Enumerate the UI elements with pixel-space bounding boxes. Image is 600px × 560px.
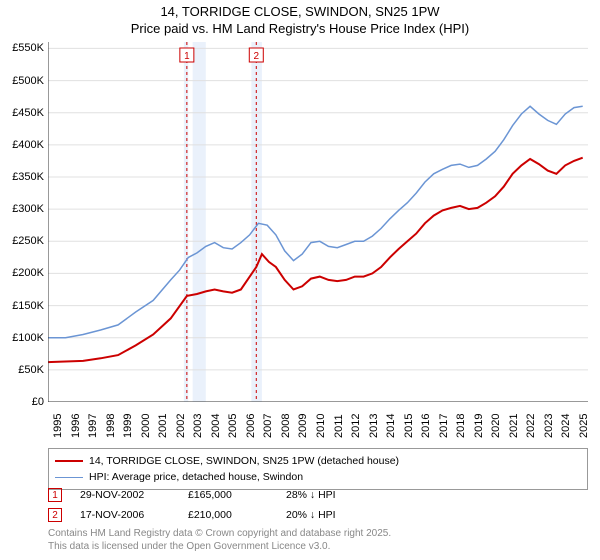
y-tick-label: £150K <box>12 300 44 312</box>
series-line <box>48 158 583 362</box>
title-line-1: 14, TORRIDGE CLOSE, SWINDON, SN25 1PW <box>160 4 439 19</box>
x-tick-label: 2008 <box>280 414 292 438</box>
x-axis-labels: 1995 1996 1997 1998 1999 2000 2001 2002 2003 2004… <box>48 404 588 444</box>
footer-line-2: This data is licensed under the Open Gov… <box>48 541 330 552</box>
x-tick-label: 2014 <box>385 414 397 438</box>
y-tick-label: £550K <box>12 42 44 54</box>
legend-item: HPI: Average price, detached house, Swin… <box>55 469 581 485</box>
x-tick-label: 2018 <box>455 414 467 438</box>
footer-attribution: Contains HM Land Registry data © Crown c… <box>48 528 588 553</box>
y-tick-label: £0 <box>32 396 44 408</box>
x-tick-label: 1995 <box>52 414 64 438</box>
x-tick-label: 1999 <box>122 414 134 438</box>
event-band <box>184 42 188 402</box>
y-tick-label: £200K <box>12 267 44 279</box>
y-tick-label: £250K <box>12 235 44 247</box>
sale-date: 17-NOV-2006 <box>80 509 170 521</box>
x-tick-label: 2020 <box>490 414 502 438</box>
x-tick-label: 2003 <box>192 414 204 438</box>
y-tick-label: £300K <box>12 203 44 215</box>
event-band <box>193 42 206 402</box>
sale-row: 1 29-NOV-2002 £165,000 28% ↓ HPI <box>48 486 588 504</box>
x-tick-label: 2007 <box>262 414 274 438</box>
y-tick-label: £350K <box>12 171 44 183</box>
chart-svg: 12 <box>48 42 588 402</box>
x-tick-label: 2013 <box>368 414 380 438</box>
x-tick-label: 2019 <box>473 414 485 438</box>
legend-label: HPI: Average price, detached house, Swin… <box>89 471 303 483</box>
x-tick-label: 2004 <box>210 414 222 438</box>
x-tick-label: 2012 <box>350 414 362 438</box>
legend-swatch <box>55 460 83 462</box>
title-line-2: Price paid vs. HM Land Registry's House … <box>131 21 469 36</box>
legend-label: 14, TORRIDGE CLOSE, SWINDON, SN25 1PW (d… <box>89 455 399 467</box>
y-tick-label: £450K <box>12 107 44 119</box>
x-tick-label: 2023 <box>543 414 555 438</box>
sale-row: 2 17-NOV-2006 £210,000 20% ↓ HPI <box>48 506 588 524</box>
x-tick-label: 2016 <box>420 414 432 438</box>
legend-swatch <box>55 477 83 478</box>
x-tick-label: 2024 <box>560 414 572 438</box>
x-tick-label: 2010 <box>315 414 327 438</box>
sale-marker-label: 1 <box>184 51 190 62</box>
sale-price: £165,000 <box>188 489 268 501</box>
y-tick-label: £50K <box>18 364 44 376</box>
legend-item: 14, TORRIDGE CLOSE, SWINDON, SN25 1PW (d… <box>55 453 581 469</box>
chart-container: 14, TORRIDGE CLOSE, SWINDON, SN25 1PW Pr… <box>0 0 600 560</box>
x-tick-label: 2005 <box>227 414 239 438</box>
x-tick-label: 1998 <box>105 414 117 438</box>
x-tick-label: 2011 <box>333 414 345 438</box>
legend-box: 14, TORRIDGE CLOSE, SWINDON, SN25 1PW (d… <box>48 448 588 490</box>
x-tick-label: 2001 <box>157 414 169 438</box>
y-tick-label: £100K <box>12 332 44 344</box>
x-tick-label: 2015 <box>403 414 415 438</box>
sale-date: 29-NOV-2002 <box>80 489 170 501</box>
sale-price: £210,000 <box>188 509 268 521</box>
x-tick-label: 2006 <box>245 414 257 438</box>
x-tick-label: 1997 <box>87 414 99 438</box>
footer-line-1: Contains HM Land Registry data © Crown c… <box>48 528 391 539</box>
sale-badge: 1 <box>48 488 62 502</box>
x-tick-label: 1996 <box>70 414 82 438</box>
sales-table: 1 29-NOV-2002 £165,000 28% ↓ HPI 2 17-NOV… <box>48 486 588 526</box>
sale-marker-label: 2 <box>254 51 260 62</box>
x-tick-label: 2002 <box>175 414 187 438</box>
series-line <box>48 106 583 337</box>
y-tick-label: £400K <box>12 139 44 151</box>
x-tick-label: 2000 <box>140 414 152 438</box>
sale-badge: 2 <box>48 508 62 522</box>
x-tick-label: 2022 <box>525 414 537 438</box>
sale-note: 20% ↓ HPI <box>286 509 336 521</box>
y-tick-label: £500K <box>12 75 44 87</box>
x-tick-label: 2025 <box>578 414 590 438</box>
chart-plot-area: 12 <box>48 42 588 402</box>
sale-note: 28% ↓ HPI <box>286 489 336 501</box>
x-tick-label: 2009 <box>297 414 309 438</box>
x-tick-label: 2017 <box>438 414 450 438</box>
x-tick-label: 2021 <box>508 414 520 438</box>
chart-title: 14, TORRIDGE CLOSE, SWINDON, SN25 1PW Pr… <box>0 0 600 40</box>
